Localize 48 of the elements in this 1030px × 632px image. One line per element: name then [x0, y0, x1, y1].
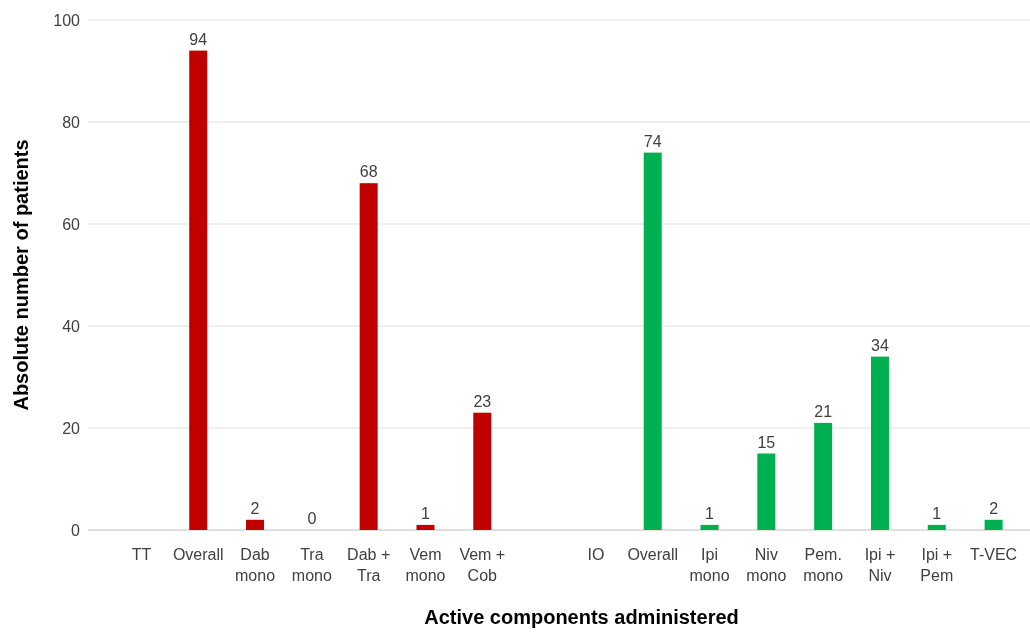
data-label: 74	[643, 132, 662, 150]
y-tick-label: 20	[62, 419, 81, 437]
x-tick-label: Dab + Tra	[347, 546, 391, 584]
data-label: 1	[421, 504, 431, 522]
bar	[757, 453, 776, 530]
x-tick-label: Vem mono	[405, 546, 446, 584]
data-label: 15	[757, 433, 776, 451]
y-axis-title: Absolute number of patients	[10, 139, 32, 411]
x-tick-label: Overall	[172, 546, 224, 563]
data-label: 0	[307, 510, 317, 527]
bar	[473, 412, 492, 530]
y-tick-label: 100	[53, 11, 81, 29]
x-tick-label: Dab mono	[235, 546, 276, 584]
data-label: 2	[250, 499, 260, 517]
data-label: 1	[932, 504, 942, 522]
x-tick-label: Niv mono	[746, 546, 787, 584]
bar	[359, 183, 378, 530]
data-label: 34	[871, 336, 889, 354]
x-tick-label: Ipi mono	[689, 546, 730, 584]
bar	[246, 519, 265, 530]
bar	[416, 524, 435, 530]
y-tick-label: 60	[62, 215, 81, 233]
x-tick-label: TT	[131, 546, 152, 563]
bar	[189, 50, 208, 530]
x-tick-label: IO	[587, 546, 605, 563]
data-label: 23	[473, 392, 492, 410]
x-tick-label: Overall	[627, 546, 679, 563]
bar	[814, 422, 833, 530]
bar	[643, 152, 662, 530]
bar	[927, 524, 946, 530]
x-tick-label: T-VEC	[970, 546, 1018, 563]
data-label: 2	[989, 499, 999, 517]
x-tick-label: Vem + Cob	[459, 546, 506, 584]
data-label: 68	[359, 163, 378, 181]
x-axis-title: Active components administered	[424, 606, 739, 628]
x-tick-label: Ipi + Pem	[920, 546, 954, 584]
data-label: 94	[189, 30, 208, 48]
bar	[700, 524, 719, 530]
x-tick-label: Ipi + Niv	[864, 546, 896, 584]
data-label: 1	[705, 504, 715, 522]
y-tick-label: 40	[62, 317, 81, 335]
bar	[870, 356, 889, 530]
y-tick-label: 0	[71, 521, 81, 539]
data-label: 21	[814, 402, 833, 420]
x-tick-label: Pem. mono	[803, 546, 844, 584]
x-tick-label: Tra mono	[291, 546, 332, 584]
y-tick-label: 80	[62, 113, 81, 131]
bar	[984, 519, 1003, 530]
